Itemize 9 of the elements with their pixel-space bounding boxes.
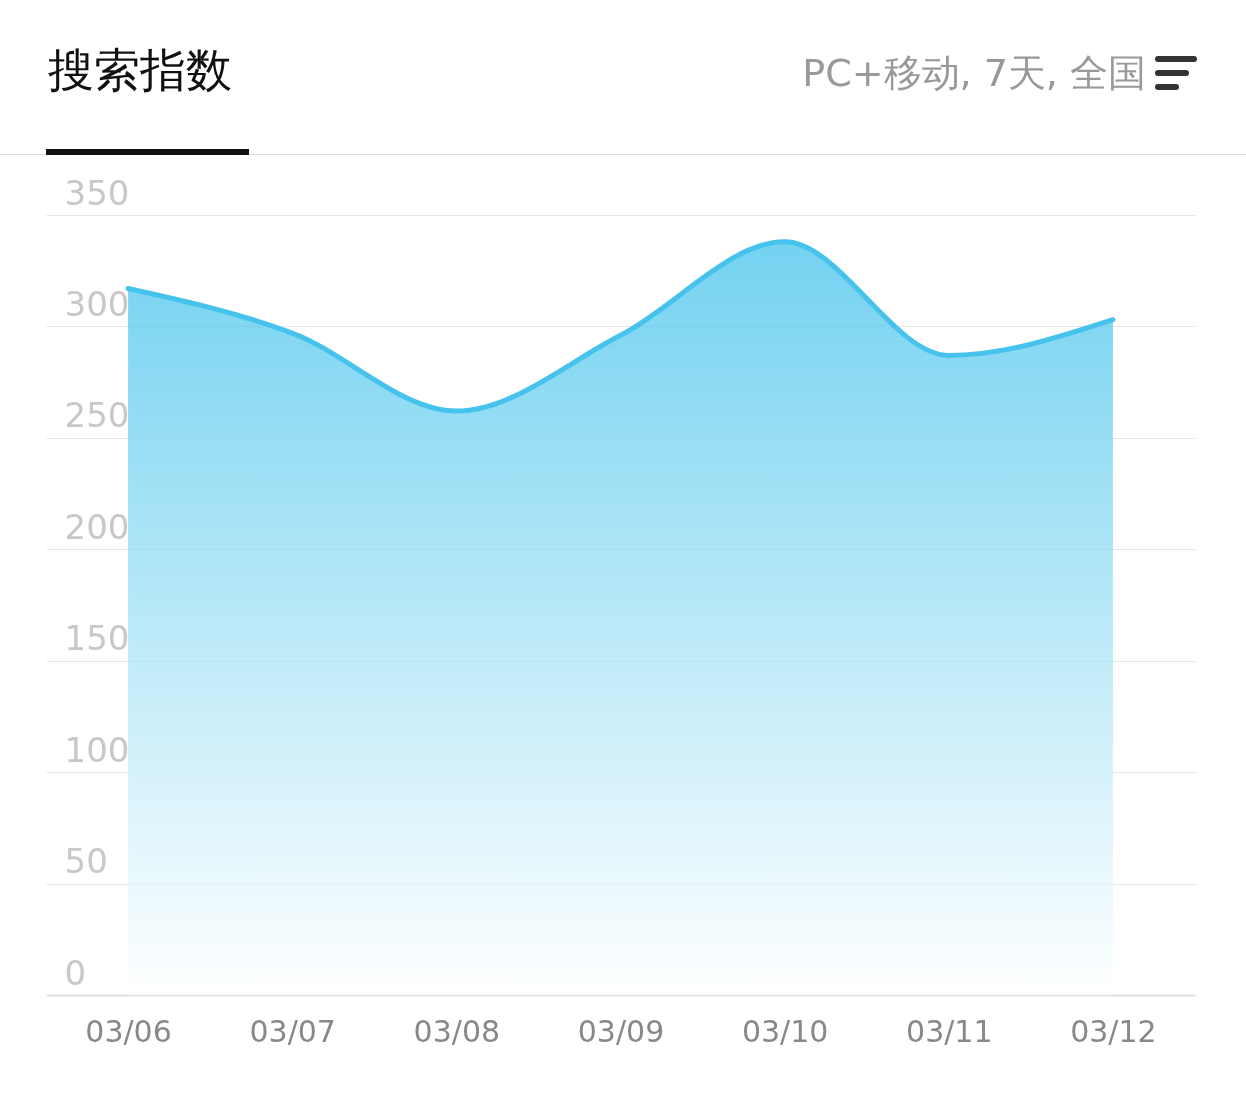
chart-subtitle: PC+移动, 7天, 全国 [802, 50, 1146, 97]
x-tick-label: 03/07 [249, 1013, 336, 1049]
chart-title: 搜索指数 [48, 42, 232, 99]
x-tick-label: 03/12 [1070, 1013, 1157, 1049]
x-tick-label: 03/09 [577, 1013, 665, 1049]
x-tick-label: 03/06 [85, 1013, 172, 1049]
x-tick-label: 03/08 [413, 1013, 501, 1049]
x-tick-label: 03/10 [741, 1013, 829, 1049]
x-tick-label: 03/11 [906, 1013, 993, 1049]
